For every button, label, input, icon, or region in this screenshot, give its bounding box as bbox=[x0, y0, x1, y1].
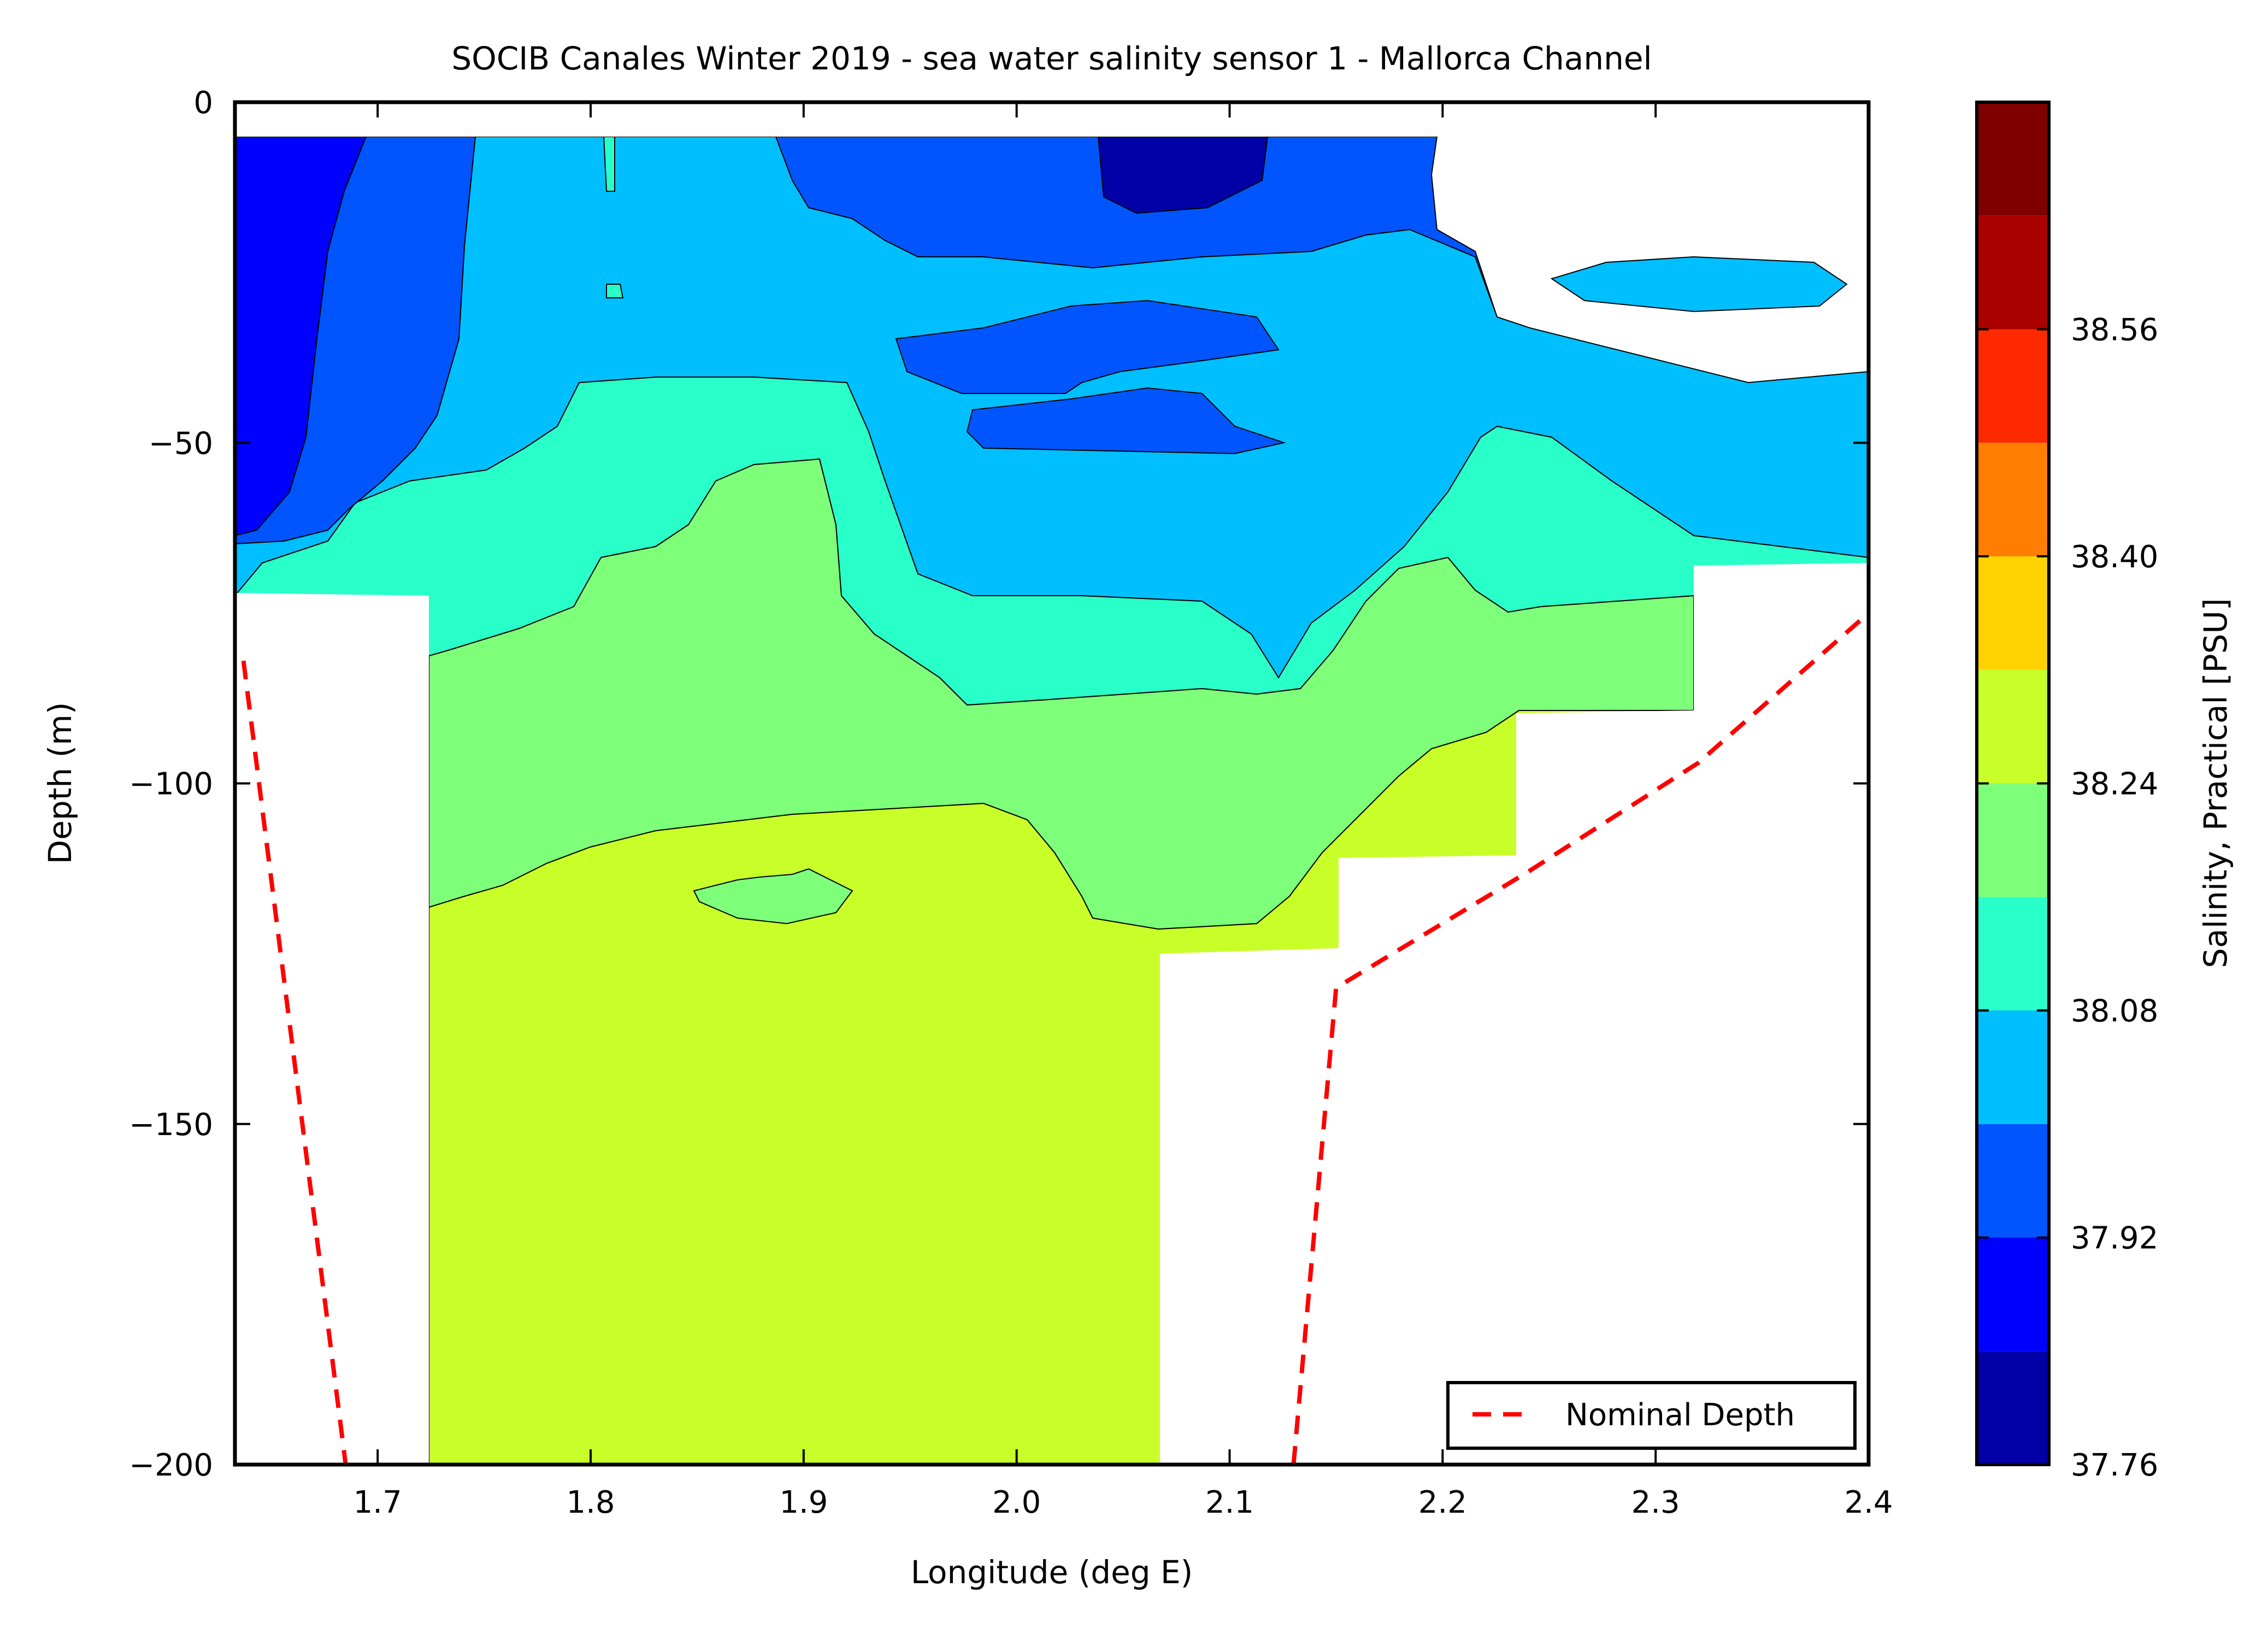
colorbar-segment bbox=[1977, 443, 2049, 556]
x-tick-label: 2.2 bbox=[1418, 1485, 1467, 1520]
series-nominal-depth bbox=[1291, 611, 1869, 1465]
x-axis: 1.7 1.8 1.9 2.0 2.1 2.2 2.3 2.4 bbox=[354, 102, 1893, 1520]
band-38.08-dot bbox=[606, 284, 624, 298]
y-axis-label: Depth (m) bbox=[42, 702, 79, 865]
y-tick-label: −150 bbox=[129, 1107, 213, 1143]
x-axis-label: Longitude (deg E) bbox=[911, 1554, 1193, 1591]
series-nominal-depth bbox=[241, 660, 348, 1465]
x-tick-label: 2.1 bbox=[1205, 1485, 1254, 1520]
colorbar-segment bbox=[1977, 669, 2049, 784]
colorbar-tick-label: 37.92 bbox=[2071, 1221, 2158, 1256]
x-tick-label: 2.0 bbox=[992, 1485, 1041, 1520]
colorbar-segment bbox=[1977, 783, 2049, 897]
y-tick-label: −100 bbox=[129, 767, 213, 802]
chart-title: SOCIB Canales Winter 2019 - sea water sa… bbox=[451, 40, 1652, 77]
colorbar-tick-label: 38.40 bbox=[2071, 539, 2158, 575]
y-tick-label: 0 bbox=[193, 85, 213, 121]
colorbar: 37.76 37.92 38.08 38.24 38.40 38.56 bbox=[1975, 101, 2158, 1483]
y-tick-label: −50 bbox=[149, 426, 213, 461]
colorbar-tick-label: 38.24 bbox=[2071, 767, 2158, 802]
band-37.92-lens1 bbox=[895, 299, 1280, 394]
colorbar-tick-label: 37.76 bbox=[2071, 1448, 2158, 1483]
colorbar-segment bbox=[1977, 556, 2049, 670]
colorbar-segment bbox=[1977, 1351, 2049, 1465]
series-layer bbox=[241, 611, 1869, 1465]
x-tick-label: 1.9 bbox=[779, 1485, 828, 1520]
colorbar-segment bbox=[1977, 1124, 2049, 1238]
y-tick-label: −200 bbox=[129, 1448, 213, 1483]
surface-gap bbox=[235, 102, 1869, 137]
x-tick-label: 2.3 bbox=[1631, 1485, 1680, 1520]
band-38.16-green-lens bbox=[693, 868, 853, 925]
contour-field bbox=[235, 102, 1869, 1465]
colorbar-segment bbox=[1977, 1010, 2049, 1124]
colorbar-tick-label: 38.08 bbox=[2071, 994, 2158, 1029]
legend-label-nominal-depth: Nominal Depth bbox=[1565, 1397, 1795, 1433]
band-37.92-surface bbox=[775, 136, 1498, 318]
colorbar-label: Salinity, Practical [PSU] bbox=[2197, 598, 2234, 968]
colorbar-segment bbox=[1977, 897, 2049, 1010]
y-axis: 0 −50 −100 −150 −200 bbox=[129, 85, 1869, 1483]
x-tick-label: 1.7 bbox=[354, 1485, 402, 1520]
colorbar-segment bbox=[1977, 329, 2049, 443]
colorbar-segment bbox=[1977, 1237, 2049, 1351]
colorbar-segment bbox=[1977, 102, 2049, 216]
band-37.92-lens3 bbox=[1550, 256, 1848, 313]
x-tick-label: 1.8 bbox=[566, 1485, 615, 1520]
no-data-mask bbox=[235, 563, 1869, 1465]
x-tick-label: 2.4 bbox=[1844, 1485, 1893, 1520]
band-37.92-lens2 bbox=[966, 387, 1286, 455]
colorbar-segment bbox=[1977, 215, 2049, 330]
band-37.92-blue2 bbox=[235, 136, 497, 545]
legend: Nominal Depth bbox=[1446, 1381, 1857, 1450]
colorbar-tick-label: 38.56 bbox=[2071, 313, 2158, 348]
